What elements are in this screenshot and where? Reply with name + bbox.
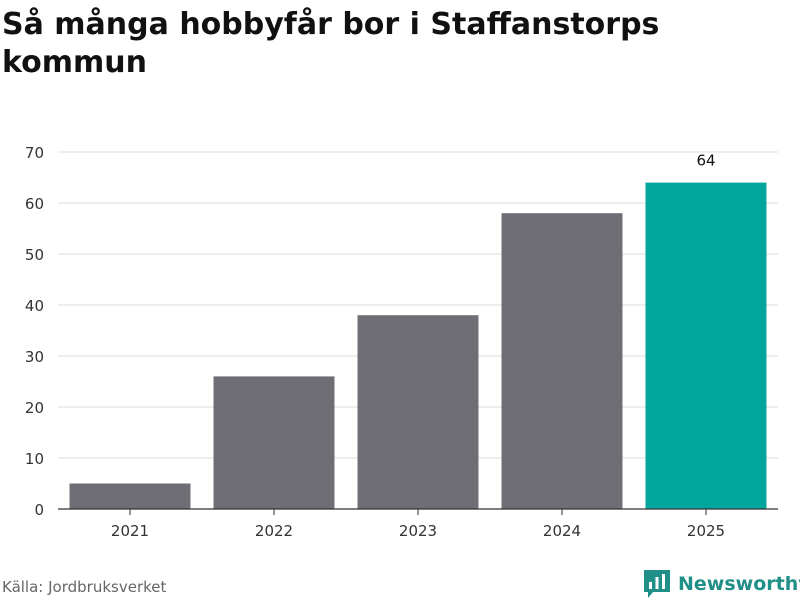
x-tick-label: 2025: [687, 522, 725, 540]
y-tick-label: 20: [25, 399, 44, 417]
bar: [69, 483, 191, 509]
x-tick-label: 2024: [543, 522, 581, 540]
bar: [645, 182, 767, 509]
axes: [58, 508, 778, 515]
brand-name: Newsworthy: [678, 573, 800, 595]
chart-title: Så många hobbyfår bor i Staffanstorps ko…: [2, 7, 660, 80]
bar: [501, 213, 623, 509]
bar: [213, 376, 335, 509]
bar-chart-speech-bubble-icon: [644, 570, 670, 598]
y-tick-label: 50: [25, 246, 44, 264]
y-tick-label: 0: [34, 501, 44, 519]
y-tick-label: 60: [25, 195, 44, 213]
y-tick-label: 40: [25, 297, 44, 315]
brand-logo: Newsworthy: [644, 569, 800, 599]
y-tick-label: 30: [25, 348, 44, 366]
bars: [69, 182, 767, 509]
x-tick-label: 2022: [255, 522, 293, 540]
y-tick-label: 10: [25, 450, 44, 468]
source-note: Källa: Jordbruksverket: [2, 578, 167, 596]
data-label: 64: [696, 152, 715, 170]
x-tick-label: 2021: [111, 522, 149, 540]
x-tick-label: 2023: [399, 522, 437, 540]
y-tick-label: 70: [25, 144, 44, 162]
labels: 0 10 20 30 40 50 60 70 2021 2022 2023 2024 2025 64: [25, 144, 725, 540]
bar: [357, 315, 479, 509]
